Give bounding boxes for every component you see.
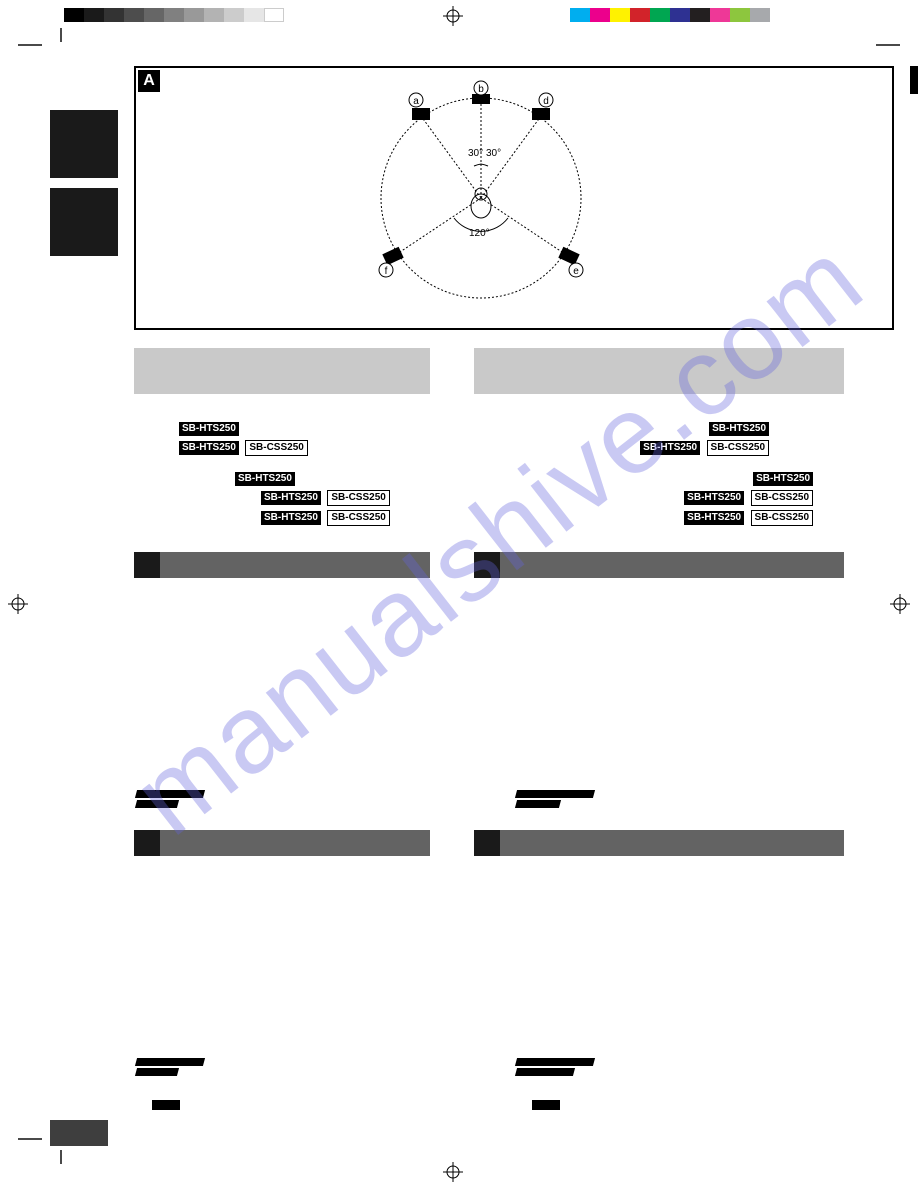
angle-right: 30° (486, 148, 501, 159)
sub-section-header (134, 552, 430, 578)
emphasis-bar (515, 800, 561, 808)
swatch (204, 8, 224, 22)
tag-hts: SB-HTS250 (235, 472, 295, 486)
tag-hts: SB-HTS250 (684, 491, 744, 505)
registration-mark (443, 6, 463, 26)
registration-mark (8, 594, 28, 614)
crop-mark (60, 28, 62, 42)
emphasis-bar (135, 1058, 205, 1066)
speaker-layout-diagram: a b d e f 30° 30° 120° (336, 78, 626, 318)
swatch (650, 8, 670, 22)
panel-label: A (138, 70, 160, 92)
model-tags: SB-HTS250 SB-HTS250 SB-CSS250 (178, 418, 309, 457)
tag-hts: SB-HTS250 (684, 511, 744, 525)
swatch (264, 8, 284, 22)
sub-section-header (474, 552, 844, 578)
tag-css: SB-CSS250 (751, 490, 813, 506)
tag-hts: SB-HTS250 (640, 441, 700, 455)
emphasis-bar (515, 1068, 575, 1076)
tag-css: SB-CSS250 (327, 490, 389, 506)
node-b: b (478, 84, 484, 95)
grayscale-swatches (64, 8, 284, 22)
crop-mark (876, 44, 900, 46)
node-a: a (413, 96, 419, 107)
diagram-panel: A a b d e f 30° 30° (134, 66, 894, 330)
page-number-tab (50, 1120, 108, 1146)
swatch (144, 8, 164, 22)
swatch (184, 8, 204, 22)
swatch (750, 8, 770, 22)
swatch (124, 8, 144, 22)
emphasis-bar (135, 800, 179, 808)
swatch (630, 8, 650, 22)
swatch (244, 8, 264, 22)
node-f: f (385, 266, 388, 277)
angle-left: 30° (468, 148, 483, 159)
sub-section-header (134, 830, 430, 856)
swatch (164, 8, 184, 22)
side-tab (50, 110, 118, 178)
note-bar (152, 1100, 180, 1110)
swatch (570, 8, 590, 22)
crop-mark (18, 44, 42, 46)
swatch (690, 8, 710, 22)
swatch (590, 8, 610, 22)
swatch (710, 8, 730, 22)
tag-hts: SB-HTS250 (753, 472, 813, 486)
tag-hts: SB-HTS250 (261, 491, 321, 505)
note-bar (532, 1100, 560, 1110)
sub-section-header (474, 830, 844, 856)
tag-css: SB-CSS250 (751, 510, 813, 526)
sub-header-tab (474, 552, 500, 578)
emphasis-bar (135, 790, 205, 798)
swatch (64, 8, 84, 22)
swatch (84, 8, 104, 22)
swatch (104, 8, 124, 22)
tag-css: SB-CSS250 (327, 510, 389, 526)
section-header (134, 348, 430, 394)
crop-mark (60, 1150, 62, 1164)
sub-header-tab (474, 830, 500, 856)
tag-hts: SB-HTS250 (261, 511, 321, 525)
swatch (730, 8, 750, 22)
node-e: e (573, 266, 579, 277)
color-swatches (570, 8, 770, 22)
tag-hts: SB-HTS250 (179, 441, 239, 455)
model-tags: SB-HTS250 SB-HTS250 SB-CSS250 SB-HTS250 … (234, 468, 391, 527)
side-tab (50, 188, 118, 256)
emphasis-bar (515, 790, 595, 798)
section-header (474, 348, 844, 394)
model-tags: SB-HTS250 SB-HTS250 SB-CSS250 SB-HTS250 … (628, 468, 814, 527)
angle-bottom: 120° (469, 228, 490, 239)
emphasis-bar (515, 1058, 595, 1066)
swatch (670, 8, 690, 22)
sub-header-tab (134, 830, 160, 856)
registration-mark (443, 1162, 463, 1182)
swatch (610, 8, 630, 22)
tag-css: SB-CSS250 (245, 440, 307, 456)
registration-mark (890, 594, 910, 614)
sub-header-tab (134, 552, 160, 578)
tag-hts: SB-HTS250 (709, 422, 769, 436)
tag-hts: SB-HTS250 (179, 422, 239, 436)
swatch (224, 8, 244, 22)
tag-css: SB-CSS250 (707, 440, 769, 456)
side-marker (910, 66, 918, 94)
model-tags: SB-HTS250 SB-HTS250 SB-CSS250 (584, 418, 770, 457)
node-d: d (543, 96, 549, 107)
emphasis-bar (135, 1068, 179, 1076)
crop-mark (18, 1138, 42, 1140)
